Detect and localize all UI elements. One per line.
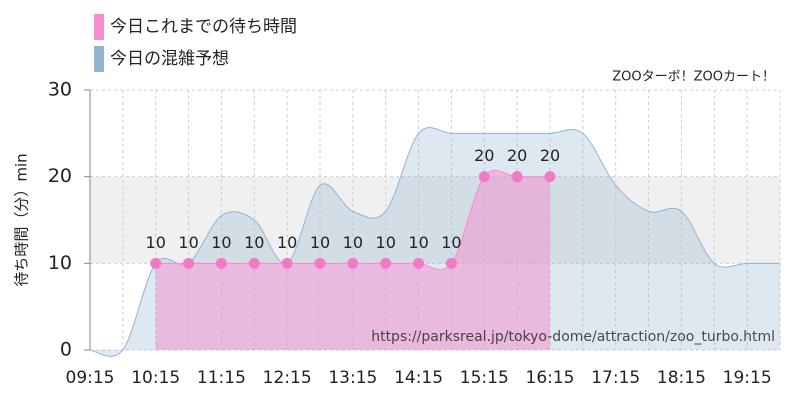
data-label: 20 — [474, 146, 494, 165]
x-tick-label: 10:15 — [131, 368, 180, 388]
data-point — [215, 257, 227, 269]
x-tick-label: 17:15 — [591, 368, 640, 388]
data-label: 20 — [540, 146, 560, 165]
data-point — [347, 257, 359, 269]
data-point — [478, 171, 490, 183]
y-axis-label: 待ち時間（分）min — [13, 153, 31, 286]
data-point — [281, 257, 293, 269]
data-label: 10 — [211, 233, 231, 252]
annotation: ZOOターボ！ZOOカート！ — [612, 70, 775, 85]
y-tick-label: 0 — [60, 339, 72, 361]
data-point — [413, 257, 425, 269]
data-label: 10 — [343, 233, 363, 252]
data-point — [445, 257, 457, 269]
y-tick-label: 30 — [48, 79, 72, 101]
data-point — [380, 257, 392, 269]
grid-band — [90, 176, 780, 264]
y-tick-label: 10 — [48, 252, 72, 274]
x-tick-label: 11:15 — [197, 368, 246, 388]
area-fill — [155, 170, 550, 350]
data-point — [183, 257, 195, 269]
data-label: 10 — [277, 233, 297, 252]
legend-label: 今日の混雑予想 — [110, 49, 229, 69]
data-label: 10 — [376, 233, 396, 252]
legend-swatch — [94, 14, 104, 40]
x-tick-label: 12:15 — [263, 368, 312, 388]
data-label: 10 — [178, 233, 198, 252]
data-label: 10 — [244, 233, 264, 252]
x-tick-label: 19:15 — [723, 368, 772, 388]
data-point — [511, 171, 523, 183]
data-point — [544, 171, 556, 183]
legend-label: 今日これまでの待ち時間 — [110, 17, 297, 37]
x-tick-label: 13:15 — [328, 368, 377, 388]
legend-swatch — [94, 46, 104, 72]
y-tick-label: 20 — [48, 165, 72, 187]
x-tick-label: 15:15 — [460, 368, 509, 388]
data-point — [248, 257, 260, 269]
x-tick-label: 16:15 — [526, 368, 575, 388]
x-tick-label: 14:15 — [394, 368, 443, 388]
data-label: 10 — [441, 233, 461, 252]
watermark: https://parksreal.jp/tokyo-dome/attracti… — [371, 329, 775, 345]
data-label: 10 — [408, 233, 428, 252]
data-label: 20 — [507, 146, 527, 165]
x-tick-label: 18:15 — [657, 368, 706, 388]
data-point — [150, 257, 162, 269]
x-tick-label: 09:15 — [66, 368, 115, 388]
data-label: 10 — [146, 233, 166, 252]
area-line — [89, 127, 780, 357]
data-point — [314, 257, 326, 269]
data-label: 10 — [310, 233, 330, 252]
